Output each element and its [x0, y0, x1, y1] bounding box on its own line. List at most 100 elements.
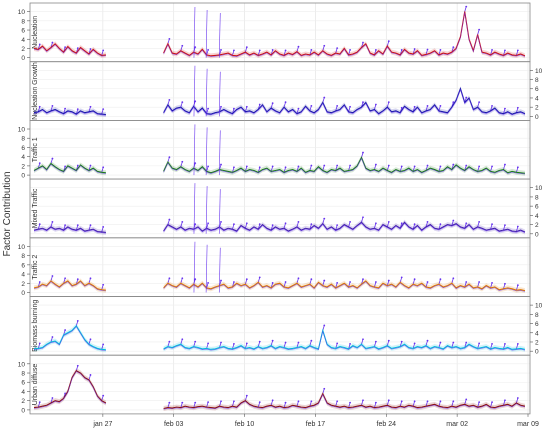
observed-point	[426, 339, 429, 342]
y-tick-label: 4	[535, 95, 539, 102]
observed-point	[76, 108, 79, 110]
observed-point	[465, 341, 468, 344]
observed-point	[310, 400, 313, 403]
series-band	[163, 327, 525, 352]
observed-point	[89, 48, 92, 50]
observed-point	[504, 224, 506, 227]
y-tick-label: 0	[21, 407, 25, 414]
observed-line	[163, 393, 526, 410]
observed-point	[426, 281, 429, 283]
observed-spike	[193, 6, 196, 58]
observed-point	[516, 106, 519, 109]
observed-point	[271, 224, 274, 227]
panel-nucleation-growth: 0 2 4 6 8 10 Nucleation Growth	[29, 61, 543, 121]
observed-point	[426, 220, 429, 223]
observed-point	[491, 401, 493, 404]
observed-point	[181, 277, 184, 280]
observed-line	[33, 326, 106, 351]
y-tick-label: 4	[21, 154, 25, 161]
series-line	[163, 156, 526, 174]
observed-point	[323, 324, 326, 327]
observed-point	[362, 101, 364, 104]
observed-point	[426, 48, 429, 51]
observed-point	[64, 107, 67, 110]
observed-point	[362, 41, 364, 44]
x-tick-label: mar 09	[517, 421, 539, 428]
y-tick-label: 4	[21, 272, 25, 279]
y-tick-label: 10	[18, 9, 26, 16]
observed-point	[323, 44, 326, 47]
y-tick-label: 8	[21, 18, 25, 25]
observed-point	[491, 281, 493, 284]
observed-point	[336, 47, 339, 49]
observed-spike	[193, 65, 196, 117]
observed-point	[439, 223, 442, 226]
observed-point	[284, 281, 287, 283]
observed-point	[297, 341, 300, 344]
y-tick-label: 8	[21, 371, 25, 378]
observed-spike	[205, 68, 208, 117]
y-tick-label: 2	[535, 339, 539, 346]
observed-spike	[218, 130, 221, 176]
observed-point	[516, 397, 519, 399]
observed-point	[491, 104, 493, 107]
observed-point	[245, 165, 248, 168]
observed-point	[220, 49, 222, 51]
y-tick-label: 2	[21, 163, 25, 170]
observed-point	[310, 339, 313, 342]
observed-point	[51, 336, 54, 338]
observed-point	[413, 223, 416, 226]
observed-point	[76, 164, 79, 167]
series-line	[163, 328, 526, 350]
observed-point	[426, 164, 429, 167]
observed-point	[349, 164, 351, 167]
observed-point	[233, 107, 235, 110]
series-line	[163, 11, 526, 57]
observed-point	[297, 277, 300, 280]
observed-point	[181, 401, 184, 404]
observed-point	[297, 165, 300, 168]
y-tick-label: 6	[21, 262, 25, 269]
observed-point	[181, 101, 184, 104]
observed-point	[258, 340, 261, 343]
observed-point	[516, 166, 519, 169]
observed-point	[181, 338, 184, 341]
observed-point	[374, 222, 377, 225]
y-tick-label: 4	[535, 213, 539, 220]
observed-point	[516, 342, 519, 345]
observed-point	[220, 400, 222, 403]
series-line	[33, 280, 106, 291]
observed-point	[362, 338, 364, 341]
observed-point	[64, 46, 67, 49]
observed-point	[284, 101, 287, 104]
observed-point	[51, 275, 54, 277]
observed-point	[64, 165, 67, 168]
y-tick-label: 8	[535, 77, 539, 84]
observed-point	[387, 279, 390, 282]
observed-point	[452, 400, 455, 403]
observed-point	[349, 342, 351, 345]
observed-point	[439, 49, 442, 51]
observed-point	[336, 400, 339, 403]
observed-point	[284, 49, 287, 52]
observed-point	[233, 281, 235, 283]
observed-point	[51, 220, 54, 223]
observed-point	[51, 157, 54, 160]
observed-point	[297, 45, 300, 48]
y-tick-label: 10	[535, 68, 543, 75]
series-line	[33, 226, 106, 233]
observed-point	[413, 48, 416, 50]
series-line	[163, 221, 526, 233]
observed-point	[194, 340, 197, 343]
panel-traffic-1: 0 2 4 6 8 10 Traffic 1	[18, 120, 531, 180]
observed-point	[168, 156, 171, 159]
observed-point	[168, 277, 171, 280]
observed-point	[362, 399, 364, 402]
observed-point	[310, 278, 313, 281]
y-tick-label: 8	[535, 312, 539, 319]
x-tick-label: feb 17	[306, 421, 326, 428]
observed-point	[413, 105, 416, 108]
x-tick-label: feb 10	[235, 421, 255, 428]
observed-point	[258, 276, 261, 279]
observed-point	[194, 100, 197, 103]
